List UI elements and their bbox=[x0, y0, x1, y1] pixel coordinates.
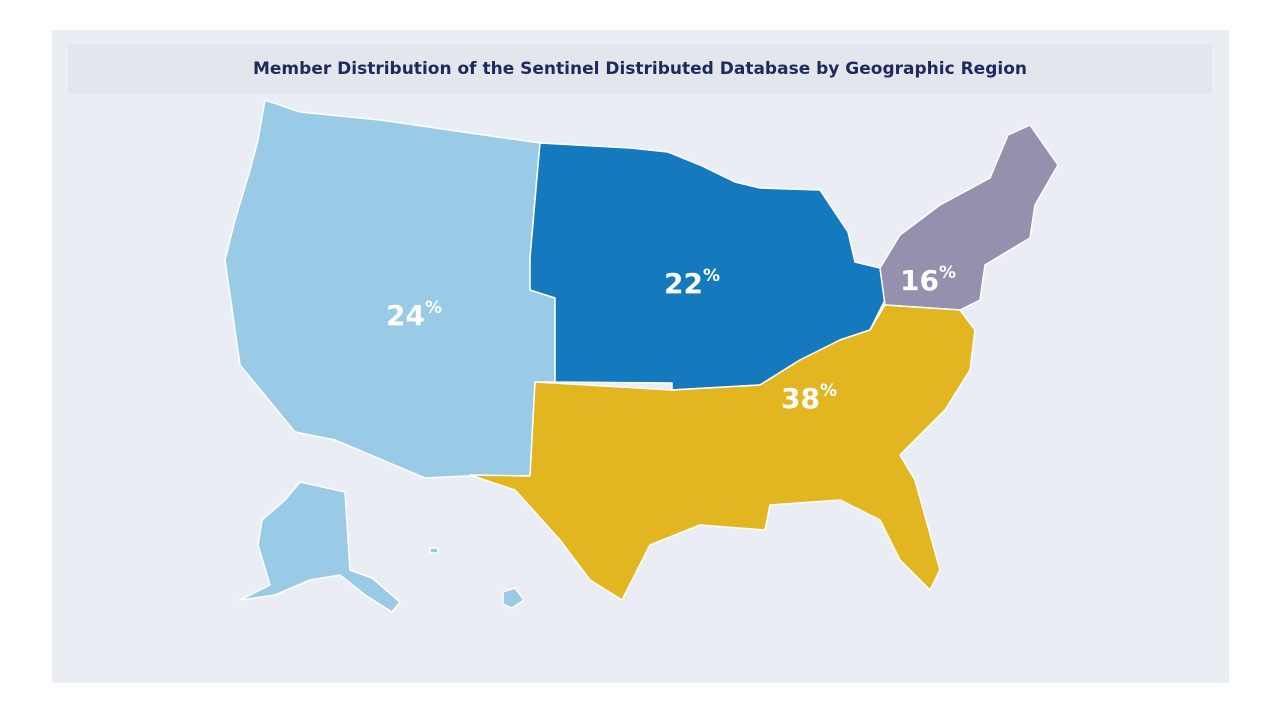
region-unit: % bbox=[820, 381, 837, 401]
region-label: 22% bbox=[664, 266, 720, 300]
region-unit: % bbox=[939, 263, 956, 283]
region-value: 24 bbox=[386, 299, 425, 332]
region-value: 38 bbox=[781, 382, 820, 415]
title-bar bbox=[68, 44, 1212, 94]
northeast-region bbox=[879, 124, 1059, 311]
hawaii bbox=[502, 587, 525, 609]
region-label: 38% bbox=[781, 381, 837, 415]
map bbox=[224, 99, 1059, 613]
region-unit: % bbox=[703, 266, 720, 286]
south-region bbox=[469, 304, 976, 601]
alaska bbox=[239, 481, 401, 613]
region-label: 24% bbox=[386, 298, 442, 332]
region-value: 22 bbox=[664, 267, 703, 300]
title: Member Distribution of the Sentinel Dist… bbox=[253, 59, 1027, 79]
region-value: 16 bbox=[900, 264, 939, 297]
region-label: 16% bbox=[900, 263, 956, 297]
region-unit: % bbox=[425, 298, 442, 318]
hawaii-islands bbox=[429, 547, 439, 554]
